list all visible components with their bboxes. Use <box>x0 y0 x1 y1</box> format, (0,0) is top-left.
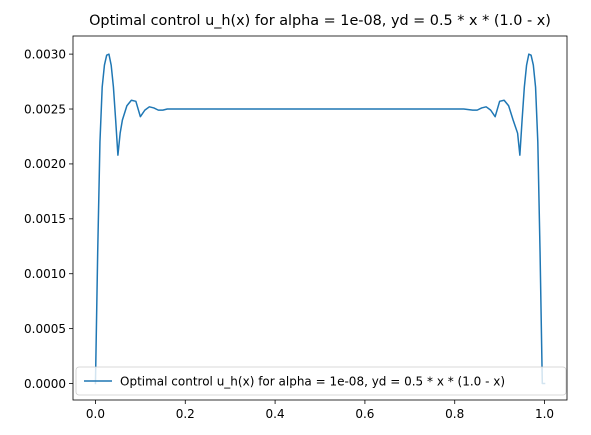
x-tick-label: 0.4 <box>266 407 285 421</box>
x-tick-label: 0.2 <box>176 407 195 421</box>
y-tick-label: 0.0020 <box>24 157 66 171</box>
axes-frame <box>72 35 568 401</box>
y-tick-label: 0.0030 <box>24 47 66 61</box>
legend: Optimal control u_h(x) for alpha = 1e-08… <box>75 366 567 396</box>
axes-spines <box>72 35 568 401</box>
y-tick-label: 0.0000 <box>24 377 66 391</box>
series-line-0 <box>94 53 546 385</box>
x-tick-label: 0.0 <box>86 407 105 421</box>
y-tick-label: 0.0015 <box>24 212 66 226</box>
x-tick-label: 1.0 <box>535 407 554 421</box>
legend-box <box>75 366 567 396</box>
y-tick-label: 0.0005 <box>24 322 66 336</box>
x-axis: 0.0 0.2 0.4 0.6 0.8 1.0 <box>86 400 554 421</box>
series-layer <box>94 53 546 385</box>
y-tick-label: 0.0010 <box>24 267 66 281</box>
y-axis: 0.0000 0.0005 0.0010 0.0015 0.0020 0.0025 0.00… <box>24 47 73 391</box>
y-tick-label: 0.0025 <box>24 102 66 116</box>
chart-title: Optimal control u_h(x) for alpha = 1e-08… <box>89 13 551 29</box>
x-tick-label: 0.8 <box>445 407 464 421</box>
legend-label: Optimal control u_h(x) for alpha = 1e-08… <box>120 374 505 388</box>
x-tick-label: 0.6 <box>355 407 374 421</box>
